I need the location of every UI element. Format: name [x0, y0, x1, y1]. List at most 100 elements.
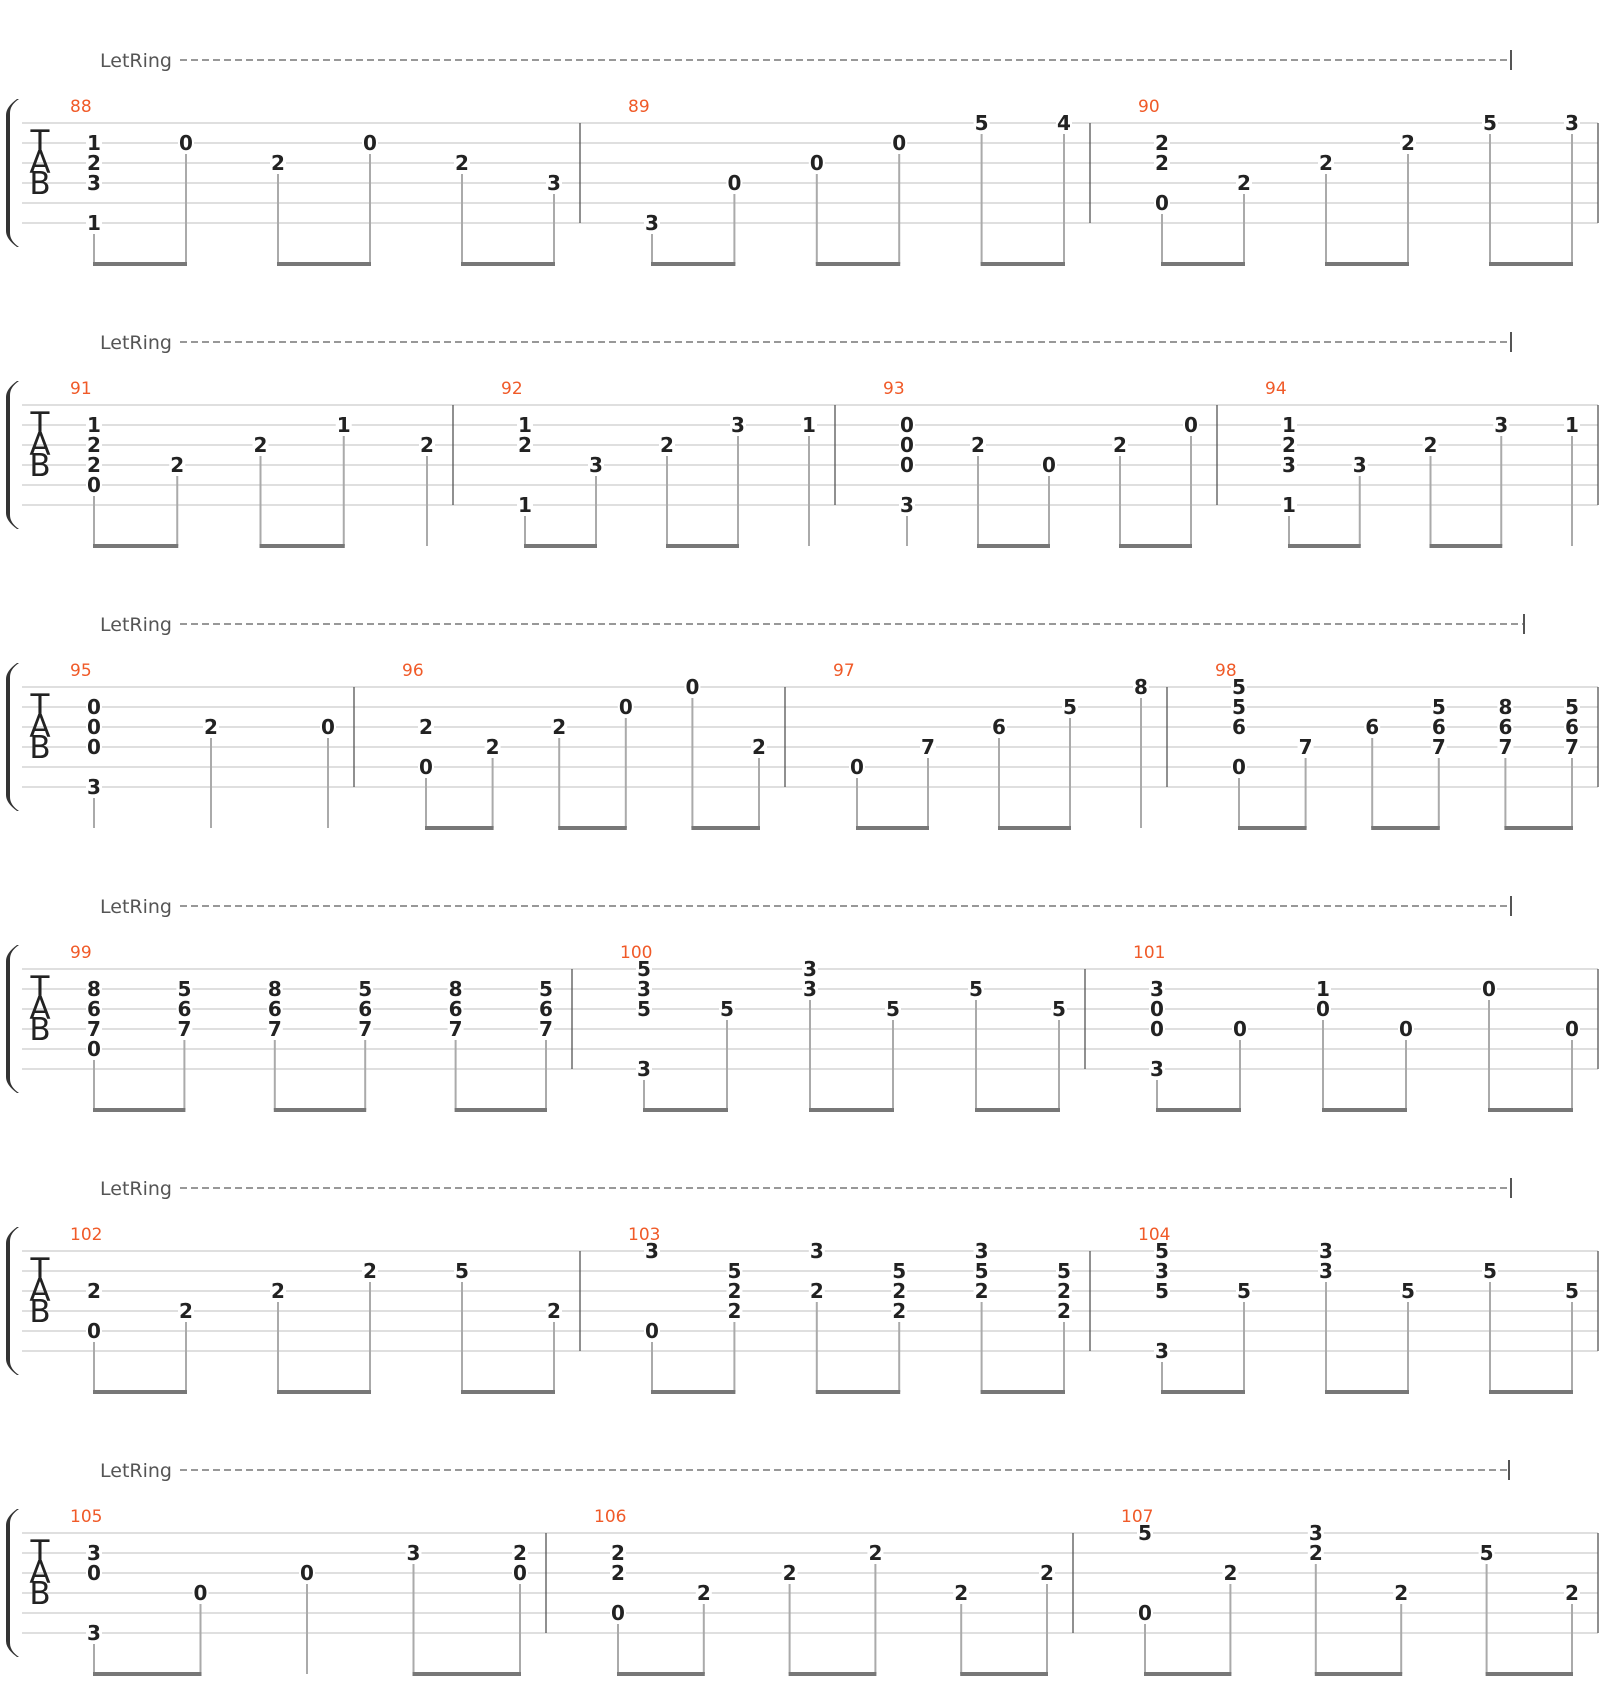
fret-number: 5: [637, 957, 651, 981]
note-beam: [960, 1672, 1048, 1676]
note-beam: [1322, 1108, 1407, 1112]
fret-number: 2: [1155, 131, 1169, 155]
note-backdrop: [357, 980, 374, 998]
tab-clef-letter: B: [29, 448, 50, 484]
fret-number: 3: [731, 413, 745, 437]
fret-number: 3: [87, 171, 101, 195]
note-backdrop: [991, 718, 1007, 736]
note-beam: [1161, 1390, 1245, 1394]
fret-number: 0: [1150, 997, 1164, 1021]
note-beam: [1485, 1672, 1573, 1676]
note-backdrop: [1430, 698, 1447, 716]
measure-number: 107: [1121, 1507, 1153, 1527]
note-beam: [1489, 262, 1573, 266]
note-backdrop: [86, 416, 102, 434]
note-backdrop: [1315, 980, 1331, 998]
note-backdrop: [636, 1000, 652, 1018]
fret-number: 2: [1309, 1541, 1323, 1565]
note-beam: [815, 1390, 901, 1394]
note-backdrop: [695, 1584, 712, 1602]
fret-number: 5: [1232, 695, 1246, 719]
note-backdrop: [1231, 758, 1247, 776]
note-backdrop: [447, 1000, 464, 1018]
note-backdrop: [1400, 1282, 1416, 1300]
note-backdrop: [546, 174, 562, 192]
note-backdrop: [891, 1282, 908, 1300]
note-backdrop: [176, 1020, 193, 1038]
note-backdrop: [270, 1282, 286, 1300]
note-backdrop: [867, 1544, 884, 1562]
note-backdrop: [1430, 738, 1447, 756]
note-backdrop: [644, 1242, 660, 1260]
note-backdrop: [726, 1262, 743, 1280]
fret-number: 5: [455, 1259, 469, 1283]
fret-number: 7: [449, 1017, 463, 1041]
fret-number: 6: [268, 997, 282, 1021]
note-backdrop: [1393, 1584, 1410, 1602]
fret-number: 0: [1316, 997, 1330, 1021]
note-backdrop: [973, 1242, 990, 1260]
fret-number: 2: [87, 453, 101, 477]
fret-number: 3: [589, 453, 603, 477]
fret-number: 5: [177, 977, 191, 1001]
note-backdrop: [644, 1322, 660, 1340]
measure-number: 100: [620, 943, 652, 963]
note-backdrop: [176, 980, 193, 998]
note-backdrop: [802, 980, 818, 998]
system-bracket: [6, 99, 19, 247]
fret-number: 0: [321, 715, 335, 739]
note-backdrop: [1154, 194, 1170, 212]
fret-number: 0: [900, 413, 914, 437]
note-backdrop: [610, 1564, 626, 1582]
fret-number: 2: [971, 433, 985, 457]
note-beam: [93, 1672, 202, 1676]
fret-number: 5: [637, 997, 651, 1021]
fret-number: 0: [1399, 1017, 1413, 1041]
fret-number: 5: [358, 977, 372, 1001]
fret-number: 2: [752, 735, 766, 759]
fret-number: 2: [87, 433, 101, 457]
fret-number: 5: [720, 997, 734, 1021]
fret-number: 2: [1040, 1561, 1054, 1585]
note-backdrop: [891, 134, 908, 152]
let-ring-label: LetRing: [100, 1460, 172, 1482]
note-backdrop: [1297, 738, 1314, 756]
note-backdrop: [1056, 114, 1072, 132]
tab-clef-letter: T: [30, 688, 51, 724]
tab-clef-letter: B: [29, 1576, 50, 1612]
note-backdrop: [1222, 1564, 1239, 1582]
note-backdrop: [1281, 416, 1297, 434]
fret-number: 4: [1057, 111, 1071, 135]
fret-number: 7: [1299, 735, 1313, 759]
fret-number: 5: [1401, 1279, 1415, 1303]
fret-number: 3: [803, 957, 817, 981]
note-beam: [273, 1108, 367, 1112]
system-bracket: [6, 1227, 19, 1375]
fret-number: 2: [1424, 433, 1438, 457]
note-beam: [980, 1390, 1065, 1394]
fret-number: 3: [900, 493, 914, 517]
note-backdrop: [538, 980, 554, 998]
note-backdrop: [1056, 1302, 1072, 1320]
fret-number: 7: [1432, 735, 1446, 759]
note-backdrop: [973, 114, 990, 132]
fret-number: 0: [900, 433, 914, 457]
note-backdrop: [517, 436, 533, 454]
fret-number: 1: [518, 493, 532, 517]
note-backdrop: [86, 1020, 102, 1038]
fret-number: 1: [802, 413, 816, 437]
fret-number: 7: [539, 1017, 553, 1041]
note-beam: [975, 1108, 1060, 1112]
note-backdrop: [1183, 416, 1199, 434]
note-beam: [651, 262, 736, 266]
note-backdrop: [891, 1302, 908, 1320]
fret-number: 0: [87, 715, 101, 739]
note-beam: [454, 1108, 547, 1112]
note-backdrop: [86, 476, 102, 494]
fret-number: 0: [194, 1581, 208, 1605]
note-backdrop: [335, 416, 352, 434]
fret-number: 0: [363, 131, 377, 155]
note-backdrop: [1307, 1524, 1324, 1542]
note-backdrop: [86, 738, 102, 756]
note-backdrop: [86, 1040, 102, 1058]
